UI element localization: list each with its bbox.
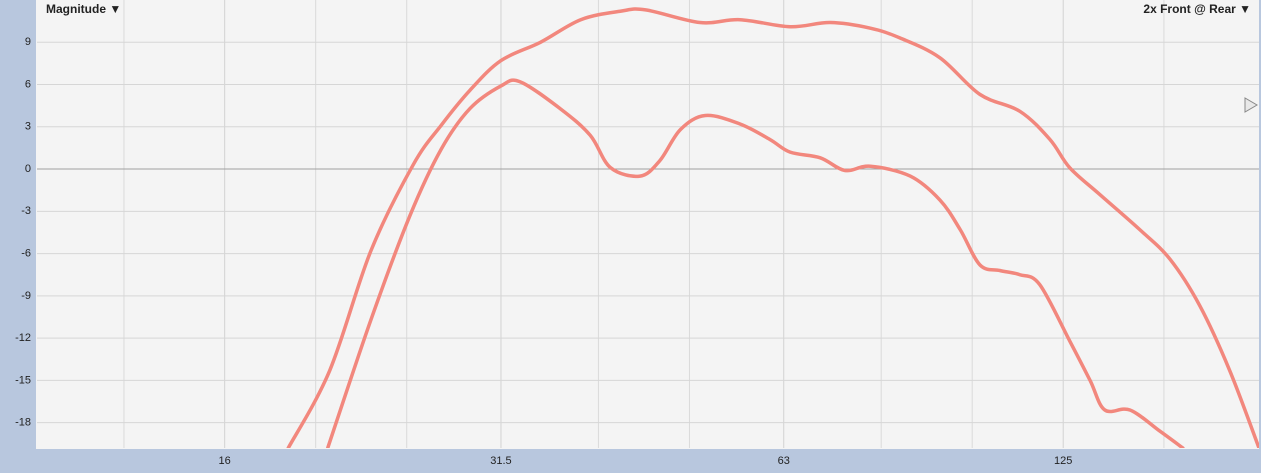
y-tick-label: 0 (25, 163, 31, 175)
series-selector[interactable]: 2x Front @ Rear ▼ (1143, 2, 1251, 16)
y-tick-label: -15 (15, 374, 31, 386)
y-tick-label: -3 (21, 205, 31, 217)
y-tick-label: 3 (25, 121, 31, 133)
response-curve (286, 7, 1259, 448)
y-tick-label: 6 (25, 78, 31, 90)
grid (37, 0, 1259, 448)
y-axis-strip (0, 0, 36, 473)
x-tick-label: 31.5 (490, 455, 511, 467)
response-curve (325, 78, 1185, 448)
x-axis-strip (0, 449, 1261, 473)
y-tick-label: -12 (15, 332, 31, 344)
curves (286, 7, 1259, 448)
side-arrow[interactable] (1244, 97, 1258, 113)
x-tick-label: 63 (778, 455, 790, 467)
y-tick-label: -18 (15, 417, 31, 429)
x-tick-label: 125 (1054, 455, 1072, 467)
right-edge (1259, 0, 1261, 449)
y-tick-label: 9 (25, 36, 31, 48)
y-tick-label: -9 (21, 290, 31, 302)
chart-title[interactable]: Magnitude ▼ (46, 2, 121, 16)
y-tick-label: -6 (21, 247, 31, 259)
x-tick-label: 16 (219, 455, 231, 467)
